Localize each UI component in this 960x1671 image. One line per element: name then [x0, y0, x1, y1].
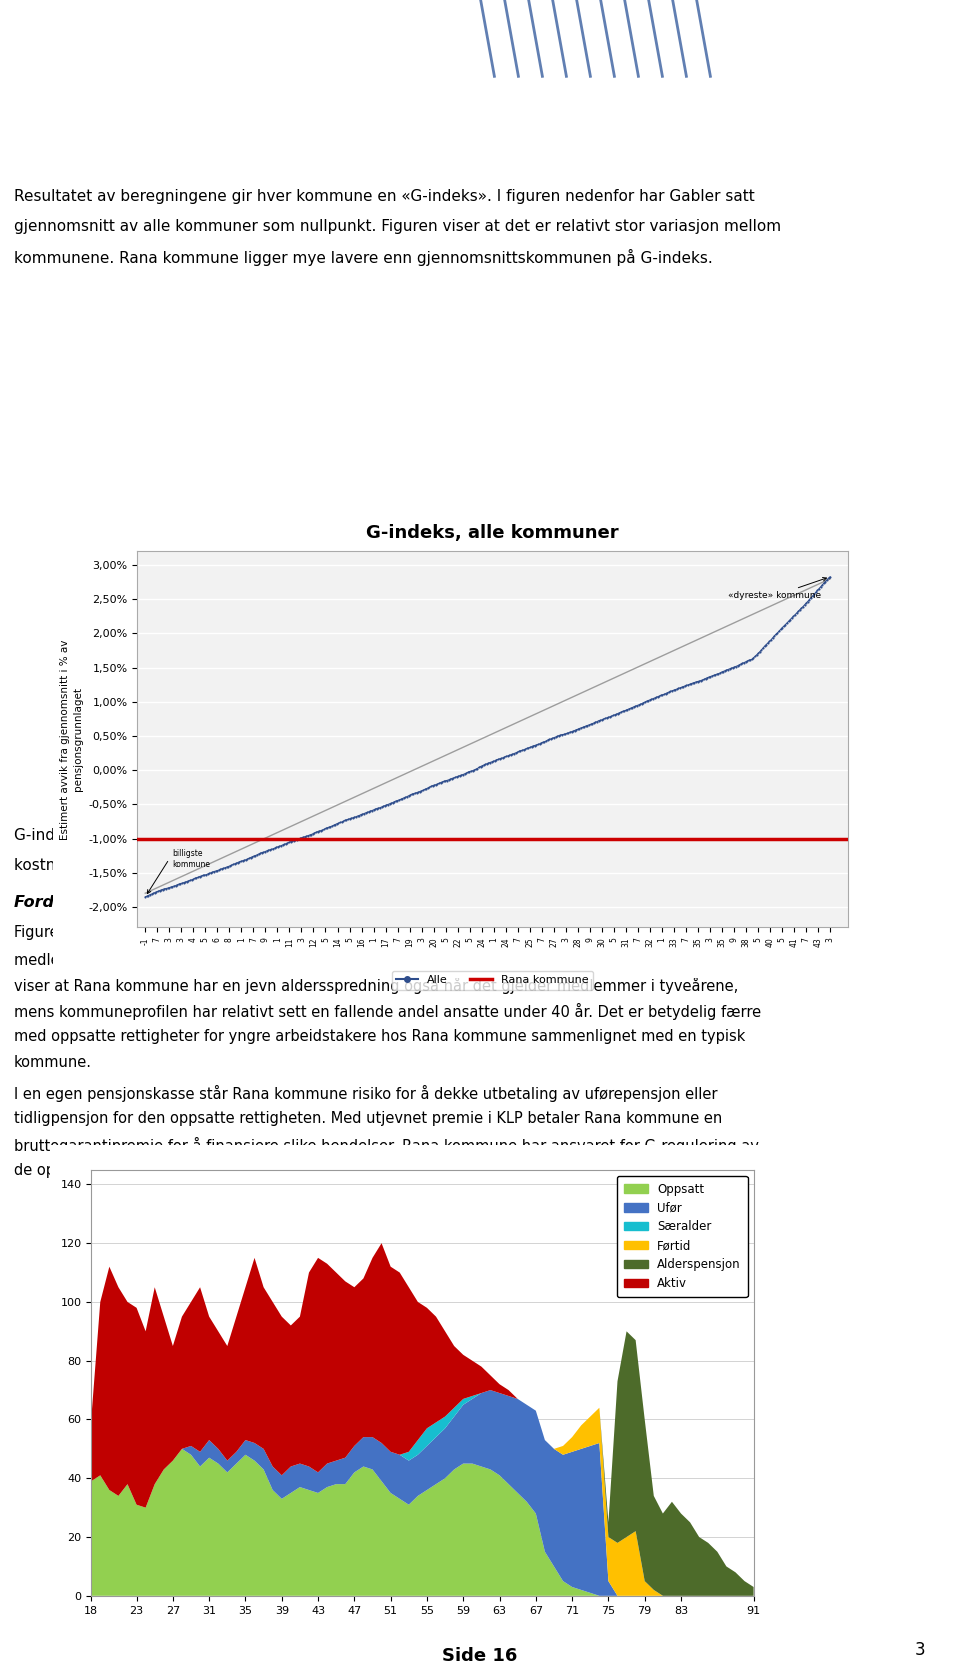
Text: medlemsstatus basert på mottatte data sammenlignet med en typisk «kommunal profi: medlemsstatus basert på mottatte data sa… — [14, 951, 732, 968]
Text: Figurene nedenfor viser medlemmene i Rana kommunes pensjonsordning etter alder o: Figurene nedenfor viser medlemmene i Ran… — [14, 924, 661, 939]
Text: (: ( — [12, 18, 25, 47]
Text: G-indeksen indikerer en estimert «demografieffekt» for Rana kommune med underlig: G-indeksen indikerer en estimert «demogr… — [14, 827, 771, 842]
Text: bruttogarantipremie for å finansiere slike hendelser. Rana kommune har ansvaret : bruttogarantipremie for å finansiere sli… — [14, 1138, 758, 1155]
Text: I en egen pensjonskasse står Rana kommune risiko for å dekke utbetaling av uføre: I en egen pensjonskasse står Rana kommun… — [14, 1084, 717, 1103]
Title: G-indeks, alle kommuner: G-indeks, alle kommuner — [366, 523, 619, 541]
Text: kommune.: kommune. — [14, 1054, 92, 1069]
Text: Side 16: Side 16 — [443, 1648, 517, 1664]
Text: viser at Rana kommune har en jevn aldersspredning også når det gjelder medlemmer: viser at Rana kommune har en jevn alders… — [14, 978, 738, 994]
Text: med oppsatte rettigheter for yngre arbeidstakere hos Rana kommune sammenlignet m: med oppsatte rettigheter for yngre arbei… — [14, 1029, 745, 1044]
Legend: Alle, Rana kommune: Alle, Rana kommune — [392, 971, 593, 989]
Text: kostnader i størrelsesorden 4 millioner årlig i forhold til KLPs ordinære utjevn: kostnader i størrelsesorden 4 millioner … — [14, 856, 694, 872]
FancyBboxPatch shape — [44, 496, 892, 983]
Text: kommunene. Rana kommune ligger mye lavere enn gjennomsnittskommunen på G-indeks.: kommunene. Rana kommune ligger mye laver… — [14, 249, 712, 266]
Text: Pareto: Pareto — [26, 23, 104, 43]
Text: Resultatet av beregningene gir hver kommune en «G-indeks». I figuren nedenfor ha: Resultatet av beregningene gir hver komm… — [14, 189, 755, 204]
Text: tidligpensjon for den oppsatte rettigheten. Med utjevnet premie i KLP betaler Ra: tidligpensjon for den oppsatte rettighet… — [14, 1111, 722, 1126]
Text: billigste
kommune: billigste kommune — [173, 849, 210, 869]
Text: Forsikringsmegling: Forsikringsmegling — [125, 25, 256, 40]
Legend: Oppsatt, Ufør, Særalder, Førtid, Alderspensjon, Aktiv: Oppsatt, Ufør, Særalder, Førtid, Aldersp… — [617, 1176, 748, 1297]
Text: «dyreste» kommune: «dyreste» kommune — [728, 578, 827, 600]
Text: 3: 3 — [915, 1641, 925, 1659]
Text: mens kommuneprofilen har relativt sett en fallende andel ansatte under 40 år. De: mens kommuneprofilen har relativt sett e… — [14, 1003, 761, 1019]
Text: Fordeling aktive, pensjonister og tidligere ansatte med oppsatte rettigheter: Fordeling aktive, pensjonister og tidlig… — [14, 894, 705, 909]
Y-axis label: Estimert avvik fra gjennomsnitt i % av
pensjonsgrunnlaget: Estimert avvik fra gjennomsnitt i % av p… — [60, 640, 83, 839]
FancyBboxPatch shape — [41, 1140, 903, 1634]
Text: gjennomsnitt av alle kommuner som nullpunkt. Figuren viser at det er relativt st: gjennomsnitt av alle kommuner som nullpu… — [14, 219, 781, 234]
Text: de oppsatte pensjonsrettene uavhengig av pensjonsordning.: de oppsatte pensjonsrettene uavhengig av… — [14, 1163, 461, 1178]
